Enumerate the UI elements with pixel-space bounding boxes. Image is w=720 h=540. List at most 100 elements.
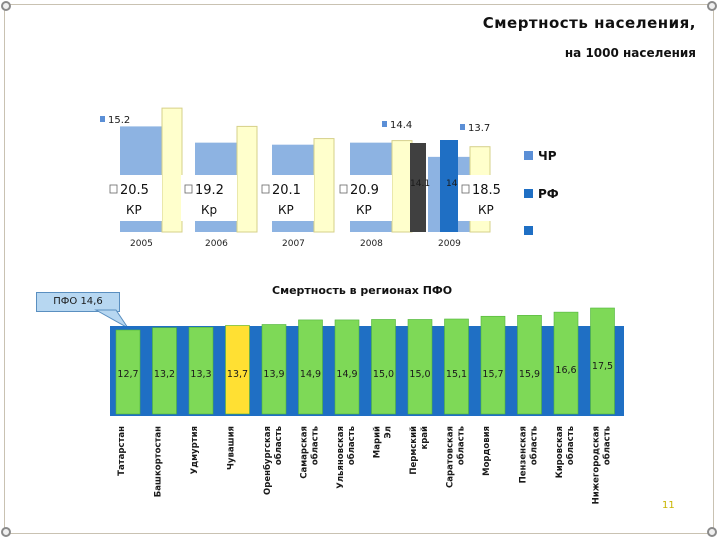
region-bar-9 bbox=[407, 319, 433, 415]
region-label-12: Пензенская bbox=[519, 426, 529, 483]
region-label-14: Нижегородская bbox=[592, 426, 602, 504]
region-label-8-line2: Эл bbox=[384, 426, 394, 438]
region-label-11: Мордовия bbox=[482, 426, 492, 476]
kr-suffix-2009: КР bbox=[478, 203, 494, 217]
kr-value-2009: 18.5 bbox=[472, 183, 501, 198]
region-value-6: 14,9 bbox=[300, 369, 321, 380]
kr-marker-2005 bbox=[109, 184, 118, 194]
chr-label-marker-2009 bbox=[460, 124, 465, 130]
slide-border bbox=[4, 4, 714, 534]
kr-marker-2008 bbox=[339, 184, 348, 194]
kr-value-2005: 20.5 bbox=[120, 183, 149, 198]
region-bar-11 bbox=[480, 315, 506, 415]
region-label-10-line2: область bbox=[456, 426, 467, 465]
region-value-3: 13,3 bbox=[190, 369, 211, 380]
chr-value-label-2005: 15.2 bbox=[108, 115, 130, 126]
region-label-8: Марий bbox=[373, 426, 383, 458]
region-bar-13 bbox=[553, 311, 579, 415]
chr-label-marker-2005 bbox=[100, 116, 105, 122]
year-label-2007: 2007 bbox=[282, 239, 305, 249]
kr-marker-2007 bbox=[261, 184, 270, 194]
region-label-10: Саратовская bbox=[446, 426, 456, 488]
legend-label-2: РФ bbox=[538, 187, 559, 201]
region-label-13-line2: область bbox=[565, 426, 576, 465]
extra-2009-label-2: 14.1 bbox=[446, 179, 466, 189]
region-label-5: Оренбургская bbox=[262, 426, 273, 495]
chart2-plot-background bbox=[110, 326, 624, 416]
kr-box-2009 bbox=[458, 175, 514, 221]
region-bar-10 bbox=[444, 318, 469, 415]
region-bar-4 bbox=[225, 325, 250, 415]
chr-value-label-2008: 14.4 bbox=[390, 120, 412, 131]
slide-subtitle: на 1000 населения bbox=[564, 46, 696, 60]
region-bar-6 bbox=[298, 319, 323, 415]
region-value-1: 12,7 bbox=[117, 369, 138, 380]
kr-marker-2006 bbox=[184, 184, 193, 194]
page-number: 11 bbox=[662, 500, 675, 511]
region-bar-12 bbox=[517, 315, 542, 415]
year-label-2006: 2006 bbox=[205, 239, 228, 249]
region-value-2: 13,2 bbox=[154, 369, 175, 380]
year-label-2005: 2005 bbox=[130, 239, 153, 249]
chart-mortality-by-year: 15.2 14.4 13.7 14.1 14.1 2005 2006 2007 2008 200… bbox=[100, 107, 559, 249]
region-bar-2 bbox=[152, 327, 177, 415]
region-label-9: Пермский bbox=[409, 426, 419, 475]
kr-suffix-2006: Кр bbox=[201, 203, 217, 217]
chart2-title: Смертность в регионах ПФО bbox=[272, 284, 453, 297]
kr-value-2007: 20.1 bbox=[272, 183, 301, 198]
kr-box-2005 bbox=[106, 175, 162, 221]
region-value-8: 15,0 bbox=[373, 369, 394, 380]
corner-ornament-bl bbox=[1, 527, 11, 537]
region-bar-8 bbox=[371, 319, 396, 415]
region-label-9-line2: край bbox=[420, 426, 430, 450]
kr-marker-2009 bbox=[461, 184, 470, 194]
region-value-14: 17,5 bbox=[592, 361, 613, 372]
kr-suffix-2008: КР bbox=[356, 203, 372, 217]
region-value-7: 14,9 bbox=[336, 369, 357, 380]
kr-suffix-2007: КР bbox=[278, 203, 294, 217]
kr-box-2006 bbox=[181, 175, 237, 221]
region-value-4: 13,7 bbox=[227, 369, 248, 380]
kr-suffix-2005: КР bbox=[126, 203, 142, 217]
bar-2009-extra-1 bbox=[410, 143, 426, 232]
corner-ornament-tr bbox=[707, 1, 717, 11]
region-label-14-line2: область bbox=[602, 426, 613, 465]
corner-ornament-br bbox=[707, 527, 717, 537]
year-label-2009: 2009 bbox=[438, 239, 461, 249]
kr-value-2006: 19.2 bbox=[195, 183, 224, 198]
region-bar-5 bbox=[261, 324, 287, 415]
chr-value-label-2009: 13.7 bbox=[468, 123, 490, 134]
region-label-3: Удмуртия bbox=[190, 426, 200, 474]
region-bar-14 bbox=[590, 307, 615, 415]
region-label-4: Чувашия bbox=[227, 426, 237, 470]
region-label-7-line2: область bbox=[346, 426, 357, 465]
kr-box-2008 bbox=[336, 175, 392, 221]
bar-rf-2005 bbox=[161, 107, 183, 233]
region-label-2: Башкортостан bbox=[154, 426, 164, 497]
legend-swatch-3 bbox=[524, 226, 533, 235]
region-label-1: Татарстан bbox=[117, 426, 127, 476]
legend-swatch-2 bbox=[524, 189, 533, 198]
pfo-callout: ПФО 14,6 bbox=[36, 292, 120, 312]
region-label-12-line2: область bbox=[529, 426, 540, 465]
legend-swatch-1 bbox=[524, 151, 533, 160]
kr-box-2007 bbox=[258, 175, 314, 221]
region-label-6-line2: область bbox=[310, 426, 321, 465]
legend-label-1: ЧР bbox=[538, 149, 557, 163]
region-label-13: Кировская bbox=[555, 426, 565, 478]
bar-2009-extra-2 bbox=[440, 140, 458, 232]
region-value-5: 13,9 bbox=[263, 369, 284, 380]
region-value-13: 16,6 bbox=[555, 365, 576, 376]
region-value-10: 15,1 bbox=[446, 369, 467, 380]
chr-label-marker-2008 bbox=[382, 121, 387, 127]
kr-value-2008: 20.9 bbox=[350, 183, 379, 198]
region-label-7: Ульяновская bbox=[336, 426, 346, 489]
region-bar-1 bbox=[115, 329, 141, 415]
region-label-6: Самарская bbox=[300, 426, 310, 479]
slide-title: Смертность населения, bbox=[482, 14, 696, 32]
region-value-9: 15,0 bbox=[409, 369, 430, 380]
corner-ornament-tl bbox=[1, 1, 11, 11]
region-bar-7 bbox=[334, 319, 360, 415]
region-bar-3 bbox=[188, 326, 214, 415]
